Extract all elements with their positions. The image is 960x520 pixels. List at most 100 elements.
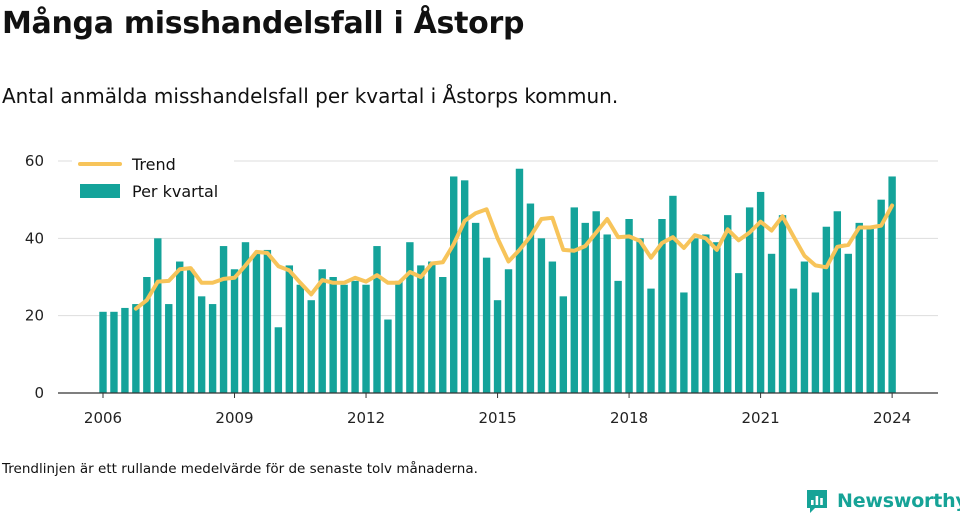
bar bbox=[373, 246, 381, 393]
x-tick-label: 2012 bbox=[347, 409, 385, 427]
bar bbox=[691, 238, 699, 393]
x-tick-label: 2006 bbox=[84, 409, 122, 427]
newsworthy-logo-icon bbox=[805, 488, 829, 514]
bar bbox=[570, 207, 578, 393]
bar bbox=[362, 284, 370, 393]
bar bbox=[614, 280, 622, 393]
bar bbox=[406, 242, 414, 393]
bar bbox=[888, 176, 896, 393]
bar bbox=[789, 288, 798, 393]
bar bbox=[877, 199, 885, 393]
bar bbox=[833, 211, 842, 393]
bar bbox=[658, 219, 666, 393]
legend: Trend Per kvartal bbox=[72, 153, 234, 211]
bar bbox=[132, 304, 140, 393]
bar bbox=[526, 203, 535, 393]
bar bbox=[537, 238, 546, 393]
legend-bar-label: Per kvartal bbox=[132, 182, 218, 201]
bar bbox=[734, 273, 743, 393]
bar bbox=[603, 234, 611, 393]
bar bbox=[208, 304, 217, 393]
bar bbox=[515, 168, 524, 393]
bar bbox=[241, 242, 250, 393]
footnote: Trendlinjen är ett rullande medelvärde f… bbox=[2, 461, 478, 477]
bar bbox=[99, 311, 107, 393]
bar bbox=[450, 176, 458, 393]
bar bbox=[460, 180, 469, 393]
bar bbox=[702, 234, 710, 393]
bar bbox=[274, 327, 283, 393]
bar bbox=[713, 242, 721, 393]
bar-series bbox=[99, 168, 896, 393]
y-tick-label: 40 bbox=[25, 229, 44, 247]
x-tick-label: 2021 bbox=[742, 409, 780, 427]
bar bbox=[548, 261, 557, 393]
bar bbox=[647, 288, 655, 393]
bar bbox=[296, 284, 304, 393]
bar bbox=[439, 277, 447, 393]
bar bbox=[800, 261, 809, 393]
trend-series bbox=[133, 203, 895, 311]
bar bbox=[219, 246, 228, 393]
bar bbox=[482, 257, 491, 393]
bar bbox=[504, 269, 513, 393]
bar bbox=[778, 215, 787, 393]
trend-line bbox=[133, 203, 895, 311]
bar bbox=[680, 292, 688, 393]
bar bbox=[417, 265, 425, 393]
bar bbox=[121, 307, 129, 393]
x-tick-label: 2009 bbox=[215, 409, 253, 427]
brand-logo: Newsworthy bbox=[805, 488, 960, 514]
bar bbox=[581, 222, 589, 393]
bar bbox=[384, 319, 392, 393]
bar bbox=[669, 195, 677, 393]
x-axis-ticks: 2006 2009 2012 2015 2018 2021 2024 bbox=[84, 393, 911, 427]
bar bbox=[559, 296, 568, 393]
bar bbox=[340, 284, 348, 393]
x-tick-label: 2018 bbox=[610, 409, 648, 427]
bar bbox=[767, 253, 776, 393]
bar bbox=[307, 300, 315, 393]
brand-name: Newsworthy bbox=[837, 490, 960, 512]
legend-bar-swatch bbox=[80, 184, 120, 198]
bar bbox=[197, 296, 206, 393]
chart-subtitle: Antal anmälda misshandelsfall per kvarta… bbox=[2, 84, 619, 108]
x-tick-label: 2024 bbox=[873, 409, 911, 427]
bar bbox=[592, 211, 600, 393]
chart-canvas: 0 20 40 60 2006 2009 2012 2015 2018 2021 2024 Tre… bbox=[25, 152, 938, 427]
bar bbox=[866, 226, 874, 393]
bar bbox=[263, 249, 272, 393]
bar bbox=[176, 261, 184, 393]
bar bbox=[110, 311, 118, 393]
x-tick-label: 2015 bbox=[478, 409, 516, 427]
bar bbox=[745, 207, 754, 393]
bar bbox=[844, 253, 852, 393]
y-tick-label: 0 bbox=[34, 384, 44, 402]
bar bbox=[625, 219, 633, 393]
bar bbox=[329, 277, 337, 393]
bar bbox=[143, 277, 151, 393]
bar bbox=[395, 280, 403, 393]
bar bbox=[636, 238, 644, 393]
bar bbox=[186, 269, 195, 393]
bar bbox=[165, 304, 173, 393]
bar bbox=[822, 226, 831, 393]
bar bbox=[252, 253, 261, 393]
bar bbox=[285, 265, 294, 393]
legend-trend-label: Trend bbox=[131, 155, 176, 174]
bar bbox=[756, 191, 765, 393]
bar bbox=[724, 215, 732, 393]
bar bbox=[855, 222, 863, 393]
bar bbox=[493, 300, 502, 393]
bar bbox=[351, 280, 359, 393]
bar bbox=[318, 269, 326, 393]
bar bbox=[230, 269, 239, 393]
y-tick-label: 60 bbox=[25, 152, 44, 170]
bar bbox=[428, 261, 436, 393]
bar bbox=[811, 292, 820, 393]
y-tick-label: 20 bbox=[25, 307, 44, 325]
bar bbox=[471, 222, 480, 393]
chart-title: Många misshandelsfall i Åstorp bbox=[2, 6, 525, 41]
bar bbox=[154, 238, 162, 393]
y-axis-ticks: 0 20 40 60 bbox=[25, 152, 44, 402]
